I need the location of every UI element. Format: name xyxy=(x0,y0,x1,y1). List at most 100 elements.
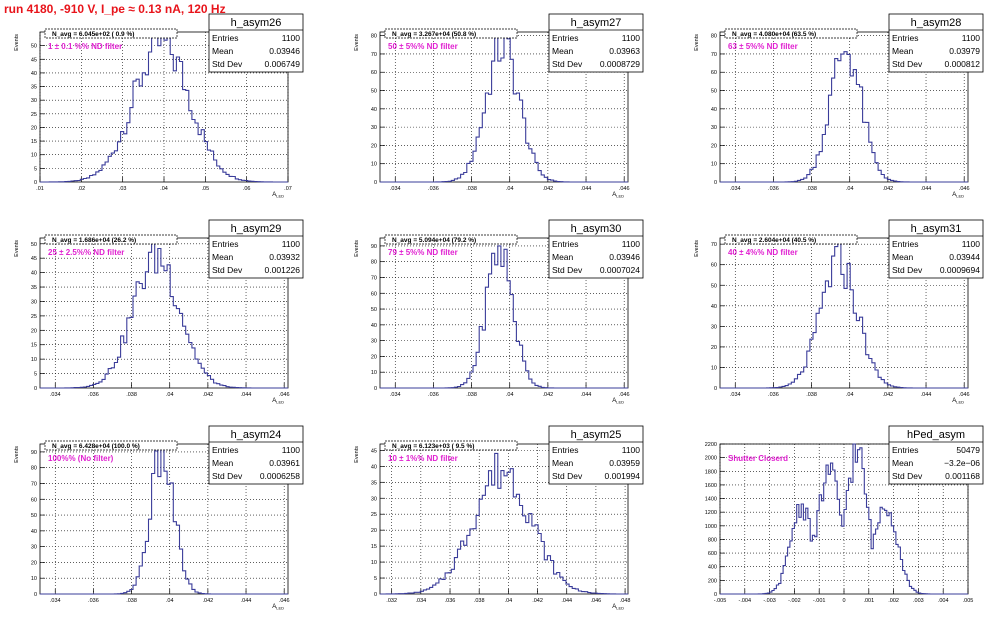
y-tick-label: 2000 xyxy=(705,456,717,462)
stats-label: Std Dev xyxy=(212,471,243,481)
x-tick-label: .044 xyxy=(581,392,592,398)
stats-label: Mean xyxy=(892,252,914,262)
y-tick-label: 35 xyxy=(31,85,37,91)
stats-label: Entries xyxy=(212,239,238,249)
x-tick-label: .044 xyxy=(241,598,252,604)
y-tick-label: 80 xyxy=(31,466,37,472)
y-tick-label: 60 xyxy=(371,291,377,297)
x-tick-label: .01 xyxy=(36,186,44,192)
navg-box xyxy=(44,28,178,39)
histogram-panel-h_asym26: .01 .02 .03 .04 .05 .06 .07 0 5 10 15 20 25 30 35 40 45 5… xyxy=(14,13,304,199)
x-tick-label: .04 xyxy=(505,598,513,604)
histogram-panel-h_asym27: .034 .036 .038 .04 .042 .044 .046 0 10 20 30 40 50 60… xyxy=(354,13,644,199)
x-tick-label: .042 xyxy=(543,186,554,192)
x-tick-label: .001 xyxy=(863,598,874,604)
y-tick-label: 1200 xyxy=(705,510,717,516)
x-tick-label: -.004 xyxy=(739,598,752,604)
y-tick-label: 40 xyxy=(31,529,37,535)
x-tick-label: 0 xyxy=(842,598,845,604)
y-tick-label: 0 xyxy=(374,180,377,186)
stats-value: 1100 xyxy=(622,445,641,455)
stats-value: 1100 xyxy=(282,239,301,249)
y-tick-label: 90 xyxy=(371,244,377,250)
navg-label: N_avg = 6.045e+02 ( 0.9 %) xyxy=(52,31,134,38)
stats-box xyxy=(548,219,644,279)
y-axis-label: Events xyxy=(354,446,360,463)
histogram-line xyxy=(720,443,968,595)
x-tick-label: .05 xyxy=(202,186,210,192)
y-tick-label: 40 xyxy=(371,107,377,113)
stats-title: h_asym30 xyxy=(571,223,622,235)
stats-title: hPed_asym xyxy=(907,429,965,441)
histogram-panel-h_asym24: .034 .036 .038 .04 .042 .044 .046 0 10 20 30 40 50 60… xyxy=(14,425,304,611)
x-tick-label: .046 xyxy=(959,186,970,192)
y-tick-label: 400 xyxy=(708,565,717,571)
stats-value: 0.03963 xyxy=(609,46,640,56)
stats-box xyxy=(888,219,984,279)
filter-annotation: 40 ± 4%% ND filter xyxy=(728,248,798,257)
stats-label: Std Dev xyxy=(892,471,923,481)
y-tick-label: 20 xyxy=(371,528,377,534)
histogram-line xyxy=(40,237,288,389)
stats-value: 1100 xyxy=(962,33,981,43)
stats-label: Entries xyxy=(892,445,918,455)
stats-label: Entries xyxy=(892,33,918,43)
x-tick-label: .02 xyxy=(78,186,86,192)
y-tick-label: 60 xyxy=(711,263,717,269)
y-tick-label: 0 xyxy=(714,386,717,392)
x-tick-label: .042 xyxy=(532,598,543,604)
y-tick-label: 60 xyxy=(711,70,717,76)
x-tick-label: .036 xyxy=(88,598,99,604)
stats-box xyxy=(548,13,644,73)
stats-label: Mean xyxy=(552,46,574,56)
y-axis-label: Events xyxy=(354,34,360,51)
y-tick-label: 1600 xyxy=(705,483,717,489)
y-tick-label: 10 xyxy=(711,365,717,371)
x-tick-label: .04 xyxy=(846,186,854,192)
x-tick-label: .036 xyxy=(428,186,439,192)
y-tick-label: 45 xyxy=(31,256,37,262)
y-tick-label: 40 xyxy=(371,464,377,470)
y-tick-label: 10 xyxy=(371,162,377,168)
navg-label: N_avg = 2.604e+04 (40.5 %) xyxy=(732,237,816,244)
y-tick-label: 10 xyxy=(371,370,377,376)
histogram-panel-h_asym30: .034 .036 .038 .04 .042 .044 .046 0 10 20 30 40 50 60… xyxy=(354,219,644,405)
stats-value: 0.001168 xyxy=(945,471,980,481)
x-axis-label: ALED xyxy=(612,604,624,611)
x-tick-label: .04 xyxy=(846,392,854,398)
stats-value: 0.0009694 xyxy=(940,265,980,275)
stats-value: 0.0007024 xyxy=(600,265,640,275)
x-tick-label: .004 xyxy=(938,598,949,604)
y-axis-label: Events xyxy=(14,240,20,257)
y-tick-label: 30 xyxy=(371,339,377,345)
x-tick-label: .046 xyxy=(279,392,290,398)
histogram-line xyxy=(380,34,628,183)
stats-box xyxy=(208,219,304,279)
y-tick-label: 10 xyxy=(31,576,37,582)
navg-box xyxy=(724,28,858,39)
y-tick-label: 40 xyxy=(371,323,377,329)
x-tick-label: .07 xyxy=(284,186,292,192)
y-tick-label: 5 xyxy=(34,166,37,172)
x-tick-label: .034 xyxy=(50,598,61,604)
y-tick-label: 5 xyxy=(34,372,37,378)
x-tick-label: .044 xyxy=(921,392,932,398)
stats-label: Mean xyxy=(552,252,574,262)
navg-box xyxy=(724,234,858,245)
x-axis-label: ALED xyxy=(952,192,964,199)
y-tick-label: 30 xyxy=(371,125,377,131)
histogram-line xyxy=(720,51,968,183)
y-tick-label: 20 xyxy=(371,354,377,360)
x-tick-label: .044 xyxy=(241,392,252,398)
y-tick-label: 600 xyxy=(708,551,717,557)
x-tick-label: .044 xyxy=(561,598,572,604)
x-tick-label: .036 xyxy=(768,392,779,398)
stats-value: 1100 xyxy=(622,33,641,43)
y-tick-label: 20 xyxy=(711,345,717,351)
stats-box xyxy=(208,425,304,485)
histogram-panel-h_asym28: .034 .036 .038 .04 .042 .044 .046 0 10 20 30 40 50 60… xyxy=(694,13,984,199)
x-tick-label: .04 xyxy=(506,392,514,398)
y-tick-label: 200 xyxy=(708,578,717,584)
x-tick-label: .003 xyxy=(913,598,924,604)
